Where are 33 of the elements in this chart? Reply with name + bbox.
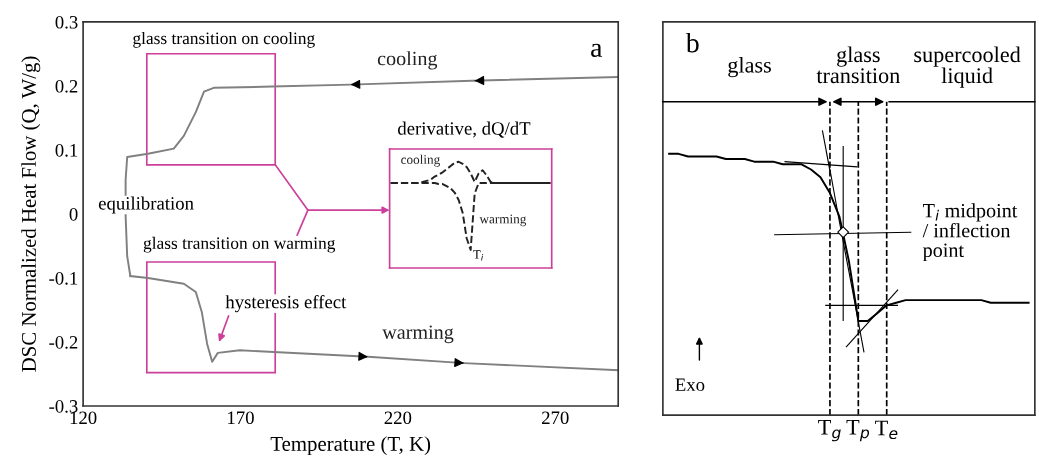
x-axis-title: Temperature (T, K) (270, 436, 431, 456)
text: glass (728, 57, 771, 78)
y-axis-title: DSC Normalized Heat Flow (Q, W/g) (21, 56, 41, 372)
series-label: cooling (401, 154, 440, 167)
y-tick-label: -0.3 (49, 400, 78, 413)
y-tick-label: 0.1 (55, 143, 78, 157)
y-tick-label: 0.3 (55, 15, 78, 29)
annotation: glass transition on cooling (133, 31, 315, 48)
text: b (685, 32, 699, 53)
y-tick-label: 0 (69, 208, 78, 221)
series-label: warming (479, 214, 527, 227)
annotation: glass transition on warming (143, 236, 336, 253)
series-label: warming (382, 325, 454, 344)
series-label: cooling (377, 51, 438, 70)
annotation: T$_{i}$ (473, 250, 484, 261)
y-tick-label: 0.2 (55, 79, 78, 93)
text: supercooled liquid (914, 46, 1021, 88)
annotation: derivative, dQ/dT (398, 121, 531, 138)
x-tick-label: T$_{g}$ (818, 419, 841, 442)
x-tick-label: 120 (70, 411, 97, 425)
x-tick-label: T$_{e}$ (875, 420, 898, 440)
y-tick-label: -0.2 (49, 336, 78, 349)
text: glass transition (816, 46, 900, 84)
annotation: T$_{i}$ midpoint / inflection point (922, 203, 1018, 262)
annotation: equilibration (98, 196, 194, 214)
y-tick-label: -0.1 (49, 272, 78, 285)
annotation: hysteresis effect (225, 294, 347, 313)
annotation: a (591, 43, 603, 58)
annotation: Exo (675, 378, 705, 392)
x-tick-label: 270 (542, 411, 569, 425)
x-tick-label: 220 (384, 411, 412, 425)
x-tick-label: 170 (228, 411, 254, 425)
x-tick-label: T$_{p}$ (846, 419, 870, 442)
